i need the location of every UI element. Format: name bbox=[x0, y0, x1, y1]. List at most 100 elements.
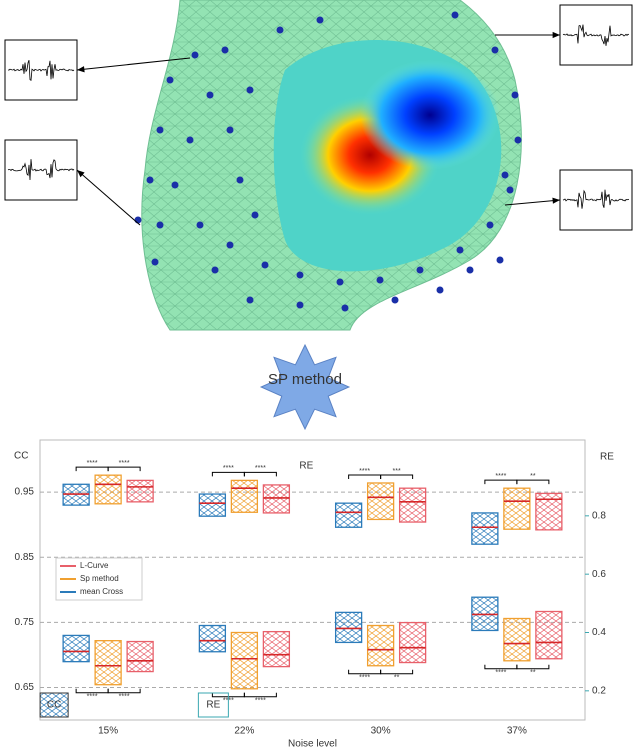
x-tick-label: 22% bbox=[234, 726, 254, 737]
electrode bbox=[151, 258, 159, 266]
electrode bbox=[466, 266, 474, 274]
arrow-head bbox=[77, 170, 85, 178]
y-tick-label: 0.85 bbox=[15, 552, 35, 563]
significance-label: **** bbox=[119, 460, 130, 467]
box bbox=[262, 484, 291, 514]
signal-trace bbox=[562, 189, 630, 209]
electrode bbox=[391, 296, 399, 304]
electrode bbox=[276, 26, 284, 34]
significance-bracket bbox=[107, 688, 141, 694]
electrode bbox=[501, 171, 509, 179]
box bbox=[334, 611, 363, 644]
box bbox=[471, 512, 499, 545]
box bbox=[398, 487, 427, 523]
inline-label: CC bbox=[47, 700, 61, 711]
electrode bbox=[221, 46, 229, 54]
box bbox=[366, 624, 395, 667]
plot-frame bbox=[39, 439, 586, 721]
legend-label: Sp method bbox=[80, 574, 119, 583]
significance-label: ** bbox=[394, 675, 400, 682]
arrow-head bbox=[77, 66, 85, 73]
electrode bbox=[451, 11, 459, 19]
arrow-head bbox=[552, 31, 560, 39]
electrode bbox=[251, 211, 259, 219]
electrode bbox=[456, 246, 464, 254]
signal-insets bbox=[4, 4, 633, 231]
significance-label: ** bbox=[530, 670, 536, 677]
electrode bbox=[491, 46, 499, 54]
electrode bbox=[211, 266, 219, 274]
significance-bracket bbox=[484, 664, 518, 670]
signal-trace bbox=[7, 59, 75, 81]
legend-label: L-Curve bbox=[80, 561, 109, 570]
x-tick-label: 30% bbox=[371, 726, 391, 737]
y2-tick-label: 0.4 bbox=[592, 627, 606, 638]
significance-label: *** bbox=[393, 468, 401, 475]
electrode bbox=[236, 176, 244, 184]
box bbox=[262, 630, 291, 668]
electrode bbox=[336, 278, 344, 286]
significance-bracket bbox=[243, 692, 277, 698]
significance-bracket bbox=[211, 471, 245, 477]
electrode bbox=[196, 221, 204, 229]
electrode bbox=[171, 181, 179, 189]
significance-label: ** bbox=[530, 473, 536, 480]
electrode bbox=[261, 261, 269, 269]
box bbox=[198, 624, 227, 653]
electrode bbox=[146, 176, 154, 184]
arrow-head bbox=[552, 197, 560, 204]
electrode bbox=[206, 91, 214, 99]
electrode bbox=[246, 86, 254, 94]
y2-tick-label: 0.6 bbox=[592, 569, 606, 580]
label-box bbox=[39, 692, 69, 718]
significance-bracket bbox=[380, 474, 414, 479]
box bbox=[230, 631, 259, 690]
significance-bracket bbox=[380, 669, 414, 675]
electrode bbox=[296, 301, 304, 309]
electrode bbox=[296, 271, 304, 279]
signal-trace bbox=[562, 24, 630, 46]
box bbox=[503, 487, 531, 530]
y-tick-label: 0.75 bbox=[15, 617, 35, 628]
inline-label: RE bbox=[299, 461, 313, 472]
electrode bbox=[191, 51, 199, 59]
box bbox=[366, 482, 395, 521]
label-box bbox=[197, 692, 229, 718]
box bbox=[503, 617, 531, 662]
significance-bracket bbox=[107, 466, 141, 472]
box bbox=[398, 621, 427, 664]
callout: SP method bbox=[259, 343, 351, 431]
electrode bbox=[341, 304, 349, 312]
significance-label: **** bbox=[119, 694, 130, 701]
electrode bbox=[156, 221, 164, 229]
y-axis-title: CC bbox=[14, 451, 28, 462]
electrode bbox=[416, 266, 424, 274]
significance-bracket bbox=[516, 479, 550, 485]
callout-text: SP method bbox=[268, 371, 342, 388]
star-shape bbox=[259, 343, 351, 431]
box bbox=[94, 640, 122, 686]
significance-label: **** bbox=[495, 670, 506, 677]
significance-label: **** bbox=[359, 675, 370, 682]
y2-tick-label: 0.8 bbox=[592, 510, 606, 521]
electrode bbox=[486, 221, 494, 229]
electrode bbox=[316, 16, 324, 24]
box bbox=[62, 634, 90, 663]
electrode bbox=[156, 126, 164, 134]
electrode bbox=[514, 136, 522, 144]
electrode bbox=[376, 276, 384, 284]
y2-axis-title: RE bbox=[600, 452, 614, 463]
significance-label: **** bbox=[87, 460, 98, 467]
electrode bbox=[506, 186, 514, 194]
legend-label: mean Cross bbox=[80, 587, 123, 596]
torso-model bbox=[134, 0, 522, 331]
y-tick-label: 0.65 bbox=[15, 682, 35, 693]
x-tick-label: 37% bbox=[507, 726, 527, 737]
box bbox=[334, 502, 363, 528]
significance-bracket bbox=[75, 688, 109, 694]
y-tick-label: 0.95 bbox=[15, 487, 35, 498]
electrode bbox=[436, 286, 444, 294]
arrow bbox=[504, 199, 561, 206]
